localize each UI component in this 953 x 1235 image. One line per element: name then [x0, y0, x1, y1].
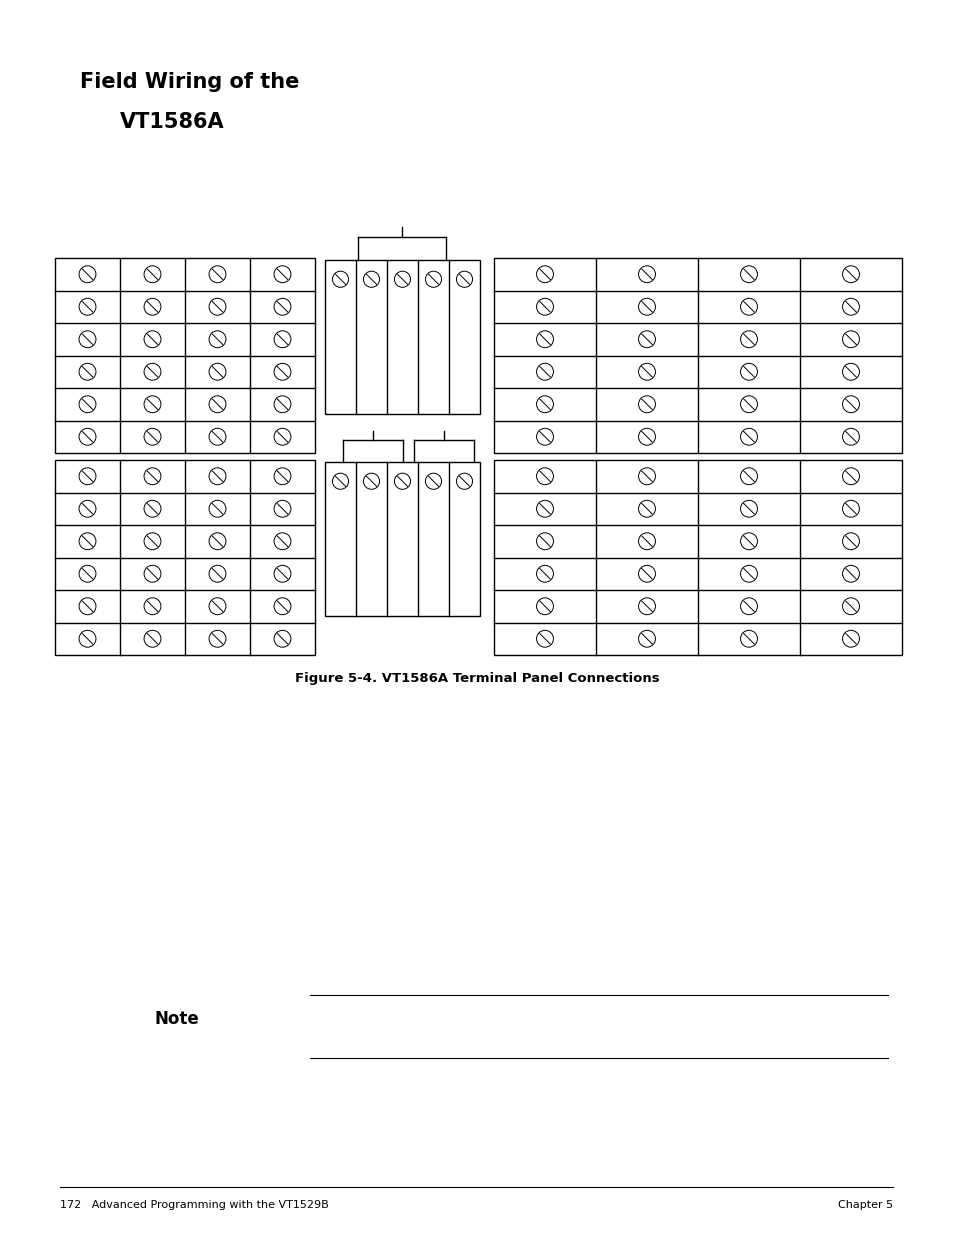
Bar	[55, 258, 314, 453]
Bar	[325, 462, 479, 616]
Text: Chapter 5: Chapter 5	[837, 1200, 892, 1210]
Text: Note: Note	[154, 1010, 199, 1028]
Text: Figure 5-4. VT1586A Terminal Panel Connections: Figure 5-4. VT1586A Terminal Panel Conne…	[294, 672, 659, 685]
Text: Field Wiring of the: Field Wiring of the	[80, 72, 299, 91]
Bar	[494, 258, 901, 453]
Text: VT1586A: VT1586A	[120, 112, 224, 132]
Text: 172   Advanced Programming with the VT1529B: 172 Advanced Programming with the VT1529…	[60, 1200, 329, 1210]
Bar	[325, 261, 479, 414]
Bar	[494, 459, 901, 655]
Bar	[55, 459, 314, 655]
